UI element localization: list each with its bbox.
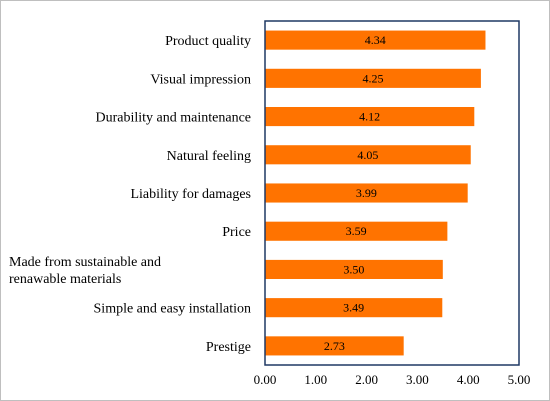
data-label: 2.73 [324,339,345,353]
category-label: Price [222,225,251,240]
bar [265,259,443,279]
data-label: 3.50 [343,262,364,276]
category-label: Liability for damages [130,187,251,202]
bar [265,221,448,241]
x-tick-label: 0.00 [254,372,277,387]
data-label: 3.59 [346,224,367,238]
bar [265,336,404,356]
category-label: Product quality [165,34,251,49]
x-tick-labels-group: 0.00 1.00 2.00 3.00 4.00 5.00 [254,372,531,387]
plot-area-border [264,20,520,366]
category-label: Prestige [206,340,251,355]
category-label: Made from sustainable and renawable mater… [9,255,161,287]
bars-group [265,30,486,356]
x-tick-label: 3.00 [406,372,429,387]
bar [265,145,471,165]
data-label: 4.34 [365,33,386,47]
category-label: Visual impression [150,72,251,87]
data-label: 4.12 [359,110,380,124]
data-label: 3.99 [356,186,377,200]
data-label: 4.05 [357,148,378,162]
category-label: Durability and maintenance [96,111,252,126]
category-label: Simple and easy installation [94,302,251,317]
bar [265,68,481,88]
category-labels-group: Product quality Visual impression Durabili… [9,34,251,355]
bar [265,107,475,127]
x-tick-label: 5.00 [508,372,531,387]
x-tick-label: 2.00 [355,372,378,387]
x-tick-label: 4.00 [457,372,480,387]
bar [265,298,443,318]
category-label: Natural feeling [167,149,251,164]
data-labels-group: 4.34 4.25 4.12 4.05 3.99 3.59 3.50 3.49 2.73 [324,33,386,353]
data-label: 3.49 [343,301,364,315]
x-tick-label: 1.00 [304,372,327,387]
data-label: 4.25 [362,71,383,85]
bar [265,183,468,203]
bar [265,30,486,50]
